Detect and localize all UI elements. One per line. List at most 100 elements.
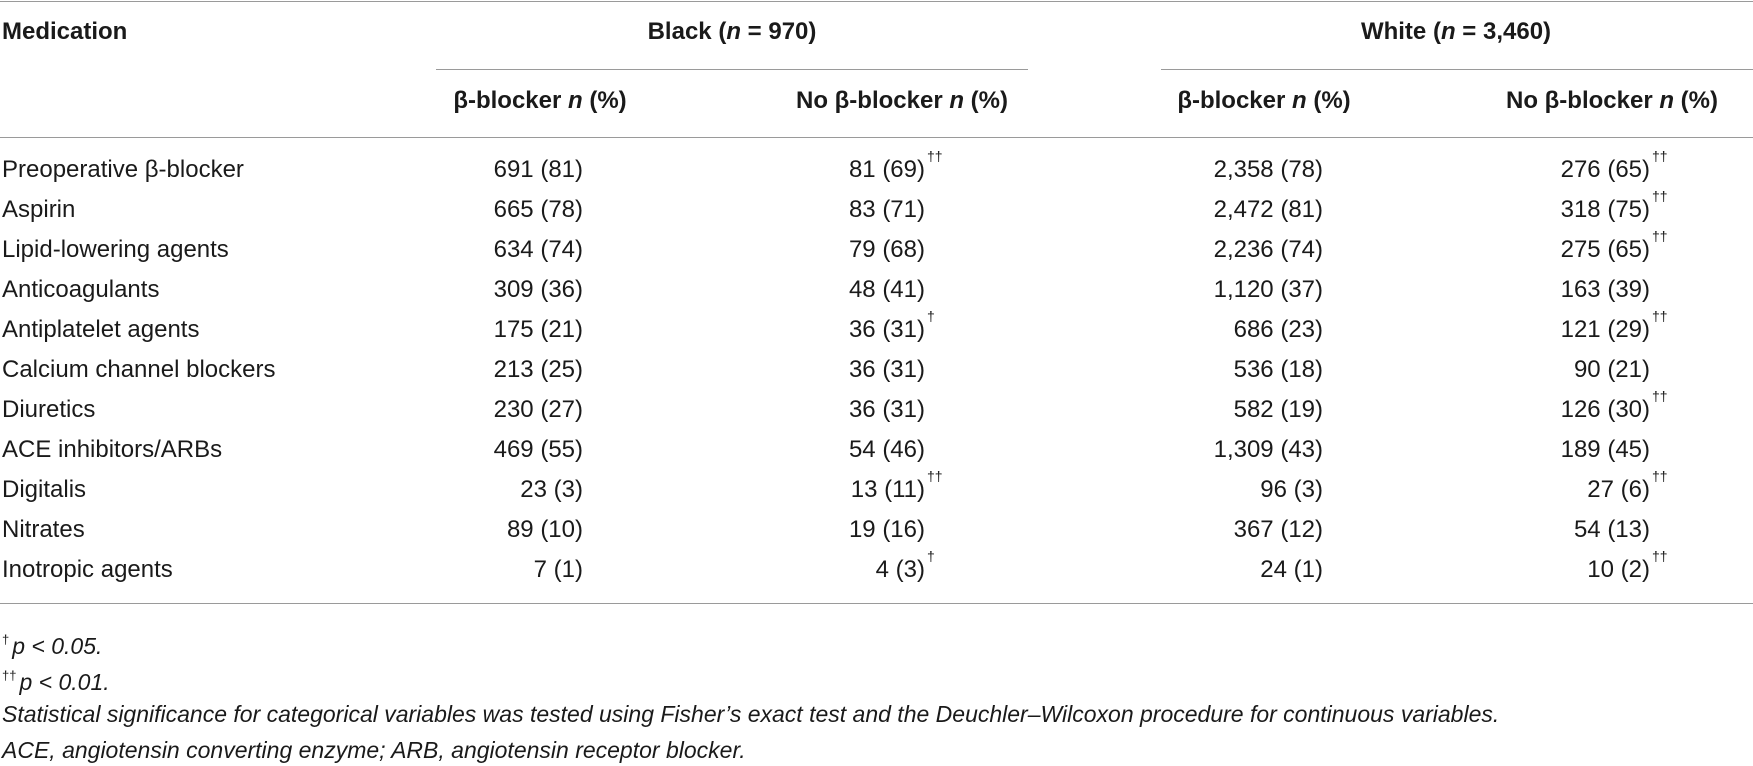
group-header-white: White (n = 3,460) [1360,18,1552,45]
row-label: Nitrates [2,516,85,543]
cell-black-beta: 469 (55) [493,436,583,463]
cell-white-beta: 96 (3) [1260,476,1323,503]
cell-white-no-beta: 189 (45) [1560,436,1650,463]
cell-white-beta: 582 (19) [1233,396,1323,423]
table-row: Preoperative β-blocker 691 (81) 81 (69) †… [0,148,1753,196]
significance-mark: †† [1652,468,1668,484]
table-row: Anticoagulants 309 (36) 48 (41) 1,120 (3… [0,276,1753,316]
header-medication: Medication [2,18,128,45]
footnote-p05: † p < 0.05. [2,626,102,660]
significance-mark: †† [1652,548,1668,564]
footnote-text: p < 0.05. [12,633,103,659]
cell-black-beta: 691 (81) [493,156,583,183]
significance-mark: †† [927,468,943,484]
footnote-mark: † [2,632,10,647]
cell-black-beta: 213 (25) [493,356,583,383]
significance-mark: †† [1652,388,1668,404]
row-label: Digitalis [2,476,87,503]
significance-mark: †† [1652,308,1668,324]
table-row: Inotropic agents 7 (1) 4 (3) † 24 (1) 10 … [0,548,1753,596]
cell-black-no-beta: 13 (11) †† [850,468,943,503]
cell-black-beta: 665 (78) [493,196,583,223]
cell-white-no-beta: 126 (30) †† [1560,388,1668,423]
cell-white-no-beta: 163 (39) [1560,276,1650,303]
table-row: Nitrates 89 (10) 19 (16) 367 (12) 54 (13… [0,516,1753,556]
cell-black-no-beta: 54 (46) [848,436,925,463]
cell-white-beta: 536 (18) [1233,356,1323,383]
cell-black-no-beta: 19 (16) [848,516,925,543]
group-label: White [1360,18,1427,45]
group-n-value: 970 [768,18,809,45]
group-rule-white [1161,69,1753,70]
cell-white-beta: 24 (1) [1260,556,1323,583]
subheader-black-beta-blocker: β-blocker n (%) [453,87,627,114]
cell-black-no-beta: 48 (41) [848,276,925,303]
cell-black-beta: 89 (10) [506,516,583,543]
cell-white-no-beta: 27 (6) †† [1587,468,1668,503]
cell-black-no-beta: 83 (71) [848,196,925,223]
cell-black-beta: 309 (36) [493,276,583,303]
table-row: Aspirin 665 (78) 83 (71) 2,472 (81) 318 … [0,188,1753,236]
cell-white-beta: 1,309 (43) [1213,436,1323,463]
footnote-text: p < 0.01. [19,669,110,695]
table-bottom-rule [0,603,1753,604]
row-label: Aspirin [2,196,76,223]
significance-mark: †† [927,148,943,164]
cell-white-no-beta: 90 (21) [1573,356,1650,383]
cell-black-no-beta: 36 (31) † [848,308,935,343]
row-label: ACE inhibitors/ARBs [2,436,223,463]
row-label: Diuretics [2,396,96,423]
cell-black-beta: 634 (74) [493,236,583,263]
cell-white-no-beta: 121 (29) †† [1560,308,1668,343]
row-label: Calcium channel blockers [2,356,276,383]
row-label: Antiplatelet agents [2,316,200,343]
header-bottom-rule [0,137,1753,138]
significance-mark: † [927,308,935,324]
cell-black-beta: 175 (21) [493,316,583,343]
table-row: Digitalis 23 (3) 13 (11) †† 96 (3) 27 (6)… [0,468,1753,516]
table-top-rule [0,1,1753,2]
table-row: Calcium channel blockers 213 (25) 36 (31… [0,356,1753,396]
cell-white-beta: 2,358 (78) [1213,156,1323,183]
table-row: Diuretics 230 (27) 36 (31) 582 (19) 126 … [0,388,1753,436]
row-label: Anticoagulants [2,276,160,303]
cell-white-beta: 2,472 (81) [1213,196,1323,223]
row-label: Inotropic agents [2,556,173,583]
significance-mark: †† [1652,188,1668,204]
subheader-white-no-beta-blocker: No β-blocker n (%) [1505,87,1719,114]
footnote-text: Statistical significance for categorical… [2,701,1500,727]
cell-black-beta: 23 (3) [520,476,583,503]
group-rule-black [436,69,1028,70]
cell-white-no-beta: 318 (75) †† [1560,188,1668,223]
cell-white-no-beta: 54 (13) [1573,516,1650,543]
footnote-p01: †† p < 0.01. [2,662,110,696]
cell-white-no-beta: 275 (65) †† [1560,228,1668,263]
cell-white-beta: 1,120 (37) [1213,276,1323,303]
cell-black-beta: 7 (1) [533,556,583,583]
cell-black-beta: 230 (27) [493,396,583,423]
significance-mark: †† [1652,228,1668,244]
footnote-mark: †† [2,668,17,683]
cell-black-no-beta: 79 (68) [848,236,925,263]
cell-white-beta: 2,236 (74) [1213,236,1323,263]
cell-white-beta: 686 (23) [1233,316,1323,343]
significance-mark: †† [1652,148,1668,164]
footnote-statistics: Statistical significance for categorical… [2,700,1499,728]
cell-white-no-beta: 276 (65) †† [1560,148,1668,183]
group-header-black: Black (n = 970) [647,18,817,45]
cell-white-no-beta: 10 (2) †† [1587,548,1668,583]
row-label: Lipid-lowering agents [2,236,229,263]
subheader-white-beta-blocker: β-blocker n (%) [1177,87,1351,114]
table-row: Antiplatelet agents 175 (21) 36 (31) † 68… [0,308,1753,356]
cell-black-no-beta: 4 (3) † [875,548,935,583]
footnote-text: ACE, angiotensin converting enzyme; ARB,… [2,737,746,763]
group-label: Black [647,18,712,45]
cell-black-no-beta: 36 (31) [848,396,925,423]
row-label: Preoperative β-blocker [2,156,244,183]
subheader-black-no-beta-blocker: No β-blocker n (%) [795,87,1009,114]
cell-white-beta: 367 (12) [1233,516,1323,543]
cell-black-no-beta: 81 (69) †† [848,148,943,183]
significance-mark: † [927,548,935,564]
cell-black-no-beta: 36 (31) [848,356,925,383]
group-n-value: 3,460 [1482,18,1544,45]
